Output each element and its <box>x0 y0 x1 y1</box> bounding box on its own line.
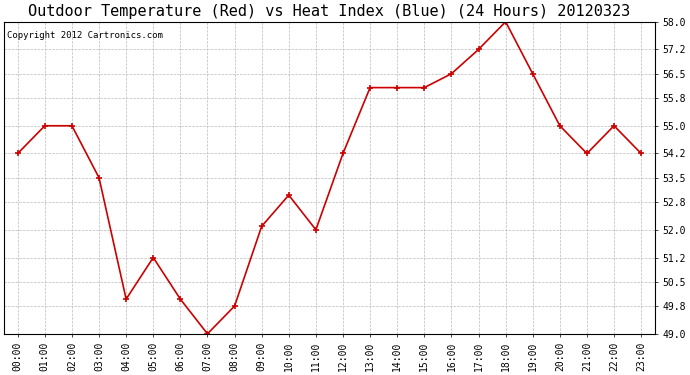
Text: Copyright 2012 Cartronics.com: Copyright 2012 Cartronics.com <box>8 31 164 40</box>
Title: Outdoor Temperature (Red) vs Heat Index (Blue) (24 Hours) 20120323: Outdoor Temperature (Red) vs Heat Index … <box>28 4 631 19</box>
